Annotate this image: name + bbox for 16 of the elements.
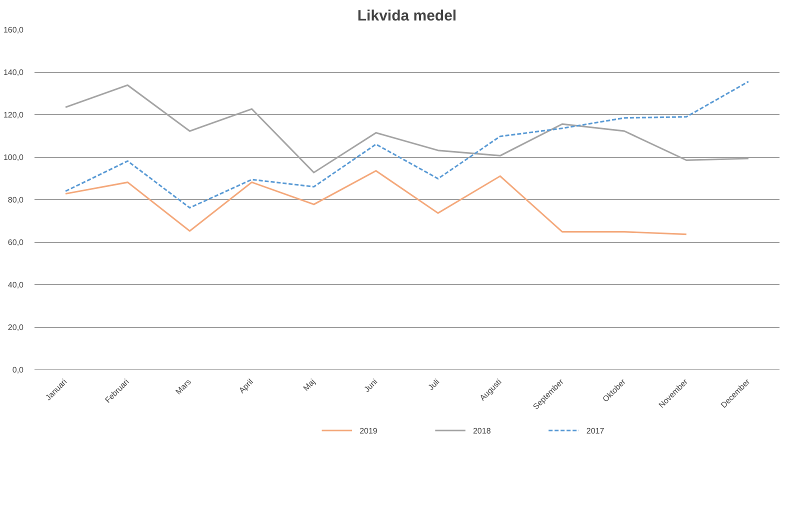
y-tick-label: 100,0 <box>3 153 24 162</box>
chart-title: Likvida medel <box>357 8 457 24</box>
y-tick-label: 120,0 <box>3 110 24 120</box>
y-tick-label: 40,0 <box>8 280 24 290</box>
y-tick-label: 0,0 <box>12 366 24 374</box>
legend-label: 2019 <box>360 426 378 436</box>
y-tick-label: 80,0 <box>8 196 24 204</box>
y-tick-label: 140,0 <box>3 68 24 77</box>
x-tick-label: Juni <box>362 377 380 394</box>
y-tick-label: 20,0 <box>8 323 24 332</box>
legend-label: 2018 <box>472 426 492 436</box>
x-tick-label: Juli <box>426 377 442 392</box>
legend-label: 2017 <box>586 426 605 436</box>
x-tick-label: Maj <box>302 377 318 393</box>
y-tick-label: 160,0 <box>3 26 24 34</box>
y-tick-label: 60,0 <box>8 238 24 247</box>
